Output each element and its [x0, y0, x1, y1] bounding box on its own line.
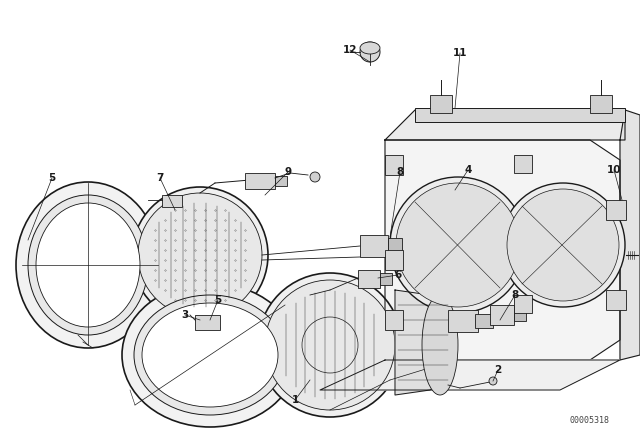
Ellipse shape	[28, 195, 148, 335]
Ellipse shape	[36, 203, 140, 327]
Polygon shape	[620, 110, 640, 360]
Bar	[448, 310, 478, 332]
Bar	[385, 250, 403, 270]
Polygon shape	[385, 110, 625, 140]
Bar	[415, 108, 625, 122]
Polygon shape	[320, 360, 620, 390]
Bar	[514, 309, 526, 321]
Ellipse shape	[258, 273, 402, 417]
Text: 6: 6	[394, 270, 402, 280]
Ellipse shape	[132, 187, 268, 323]
Bar	[514, 295, 532, 313]
Ellipse shape	[507, 189, 619, 301]
Text: 9: 9	[284, 167, 292, 177]
Text: 3: 3	[181, 310, 189, 320]
Bar	[385, 310, 403, 330]
Bar	[360, 235, 388, 257]
Text: 1: 1	[291, 395, 299, 405]
Text: 8: 8	[396, 167, 404, 177]
Text: 00005318: 00005318	[570, 415, 610, 425]
Text: 12: 12	[343, 45, 357, 55]
Bar	[590, 95, 612, 113]
Text: 5: 5	[214, 295, 221, 305]
Ellipse shape	[489, 377, 497, 385]
Bar	[195, 315, 220, 330]
Ellipse shape	[360, 42, 380, 62]
Bar	[606, 290, 626, 310]
Text: 10: 10	[607, 165, 621, 175]
Bar	[162, 195, 182, 207]
Ellipse shape	[138, 193, 262, 317]
Ellipse shape	[265, 280, 395, 410]
Polygon shape	[395, 290, 450, 395]
Bar	[514, 155, 532, 173]
Text: 7: 7	[156, 173, 164, 183]
Text: 4: 4	[464, 165, 472, 175]
Bar	[275, 176, 287, 186]
Ellipse shape	[390, 177, 526, 313]
Ellipse shape	[310, 172, 320, 182]
Bar	[490, 305, 514, 325]
Bar	[475, 314, 493, 328]
Text: 5: 5	[49, 173, 56, 183]
Bar	[385, 155, 403, 175]
Bar	[245, 173, 275, 189]
Ellipse shape	[422, 295, 458, 395]
Bar	[430, 95, 452, 113]
Polygon shape	[385, 140, 620, 360]
Ellipse shape	[360, 42, 380, 54]
Ellipse shape	[134, 295, 286, 415]
Ellipse shape	[122, 283, 298, 427]
Ellipse shape	[142, 303, 278, 407]
Text: 8: 8	[511, 290, 518, 300]
Ellipse shape	[16, 182, 160, 348]
Bar	[606, 200, 626, 220]
Bar	[358, 270, 380, 288]
Ellipse shape	[501, 183, 625, 307]
Ellipse shape	[396, 183, 520, 307]
Text: 11: 11	[452, 48, 467, 58]
Text: 2: 2	[494, 365, 502, 375]
Bar	[388, 238, 402, 254]
Bar	[380, 273, 392, 285]
